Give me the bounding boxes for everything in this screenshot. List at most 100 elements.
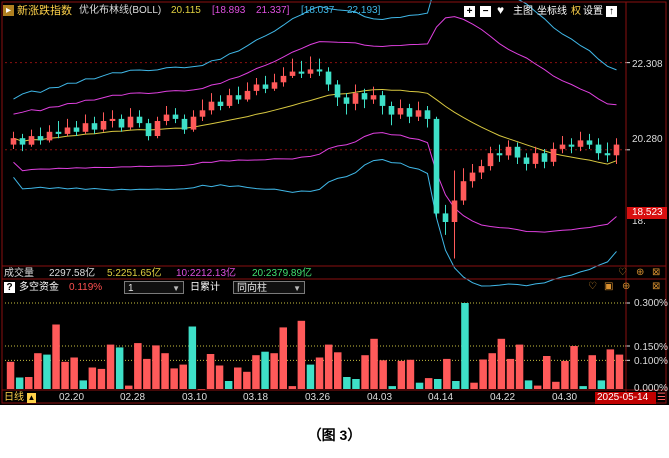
candle-body [307,69,314,74]
tool-icon[interactable]: ▸ [3,5,14,16]
sub-bar [261,351,269,389]
sub-bar [152,345,160,389]
sub-bar [125,385,133,389]
zoom-icon[interactable]: ⊕ [636,267,645,278]
sub-bar [497,338,506,389]
candle-body [496,153,503,156]
axis-button[interactable]: 坐标线 [537,6,567,17]
candle-body [595,144,602,154]
sub-bar [288,386,297,389]
bar-mode-select[interactable]: 同向柱 ▼ [233,281,305,294]
candle-body [55,131,62,134]
settings-icon-sub[interactable]: ▣ [604,281,614,292]
main-chart[interactable] [0,0,669,405]
sub-bar [388,386,396,389]
main-chart-button[interactable]: 主图 [513,6,533,17]
close-icon-sub[interactable]: ⊠ [652,281,661,292]
candle-body [388,106,395,115]
sub-bar [306,364,315,389]
zoom-icon-sub[interactable]: ⊕ [622,281,631,292]
volume-value: 2297.58亿 [49,268,96,279]
candle-body [586,140,593,145]
candle-body [523,157,530,164]
date-tick: 02.20 [59,392,85,403]
candle-body [172,114,179,119]
sub-bar [579,386,587,389]
date-tick: 04.03 [367,392,393,403]
sub-bar [15,377,24,389]
candle-body [10,138,17,145]
sub-bar [52,324,60,389]
period-label[interactable]: 日线 [4,392,24,403]
heart-outline-icon[interactable]: ♡ [618,267,627,278]
date-tick: 02.28 [120,392,146,403]
minus-icon[interactable]: − [480,6,491,17]
boll-inner-upper [13,16,617,115]
date-tick: 04.14 [428,392,454,403]
sub-bar [97,368,106,389]
candle-body [145,123,152,137]
candle-body [181,118,188,130]
sub-bar [324,344,333,389]
sub-bar [297,320,306,389]
cumul-label: 日累计 [190,282,220,293]
candle-body [568,144,575,147]
arrow-up-icon[interactable]: ↑ [606,6,617,17]
heart-outline-icon-sub[interactable]: ♡ [588,281,597,292]
candle-body [559,144,566,149]
chart-border [1,1,667,404]
sub-bar [315,357,324,389]
period-select[interactable]: 1 ▼ [124,281,184,294]
candle-body [604,153,611,156]
sub-axis-label-0100: 0.100% [634,356,668,367]
candle-body [100,121,107,130]
candle-body [109,118,116,121]
period-select-value: 1 [128,283,134,294]
sub-bar [115,347,124,389]
candle-body [37,136,44,141]
candle-body [370,95,377,100]
menu-icon[interactable]: ☰ [657,392,666,403]
sub-bar [61,361,69,389]
candle-body [271,82,278,89]
candle-body [235,95,242,100]
candle-body [64,127,71,134]
current-date-tag [595,392,656,404]
candle-body [532,153,539,164]
boll-outer-upper [13,0,617,100]
candle-body [73,127,80,132]
sub-bar [615,354,624,389]
rights-button[interactable]: 权 [571,6,581,17]
boll-inner-lower [13,132,617,233]
current-price: 18.523 [632,207,663,218]
heart-icon[interactable]: ♥ [497,3,505,17]
indicator-inner-low: [18.893 [212,5,246,16]
sub-bar [543,356,551,389]
sub-bar [470,382,478,389]
close-icon[interactable]: ⊠ [652,267,661,278]
candle-body [550,148,557,162]
plus-icon[interactable]: + [464,6,475,17]
date-tick: 04.30 [552,392,578,403]
sub-bar [224,381,233,389]
sub-indicator-name: 多空资金 [19,282,59,293]
candle-body [325,71,332,85]
price-label-mid: 20.280 [632,134,663,145]
indicator-mid-value: 20.115 [171,5,201,16]
candle-body [424,110,431,119]
sub-bar [588,355,596,389]
sub-bar [552,381,560,389]
settings-button[interactable]: 设置 [583,6,603,17]
current-date: 2025-05-14 [597,392,649,403]
candle-body [244,90,251,100]
candle-body [46,131,53,141]
candle-body [19,138,26,145]
candle-body [352,93,359,104]
date-tick: 03.10 [182,392,208,403]
sub-indicator-value: 0.119% [69,282,103,293]
sub-axis-label-0300: 0.300% [634,298,668,309]
help-icon[interactable]: ? [4,282,15,293]
candle-body [217,101,224,106]
candle-body [82,123,89,132]
sub-bar [515,344,524,389]
